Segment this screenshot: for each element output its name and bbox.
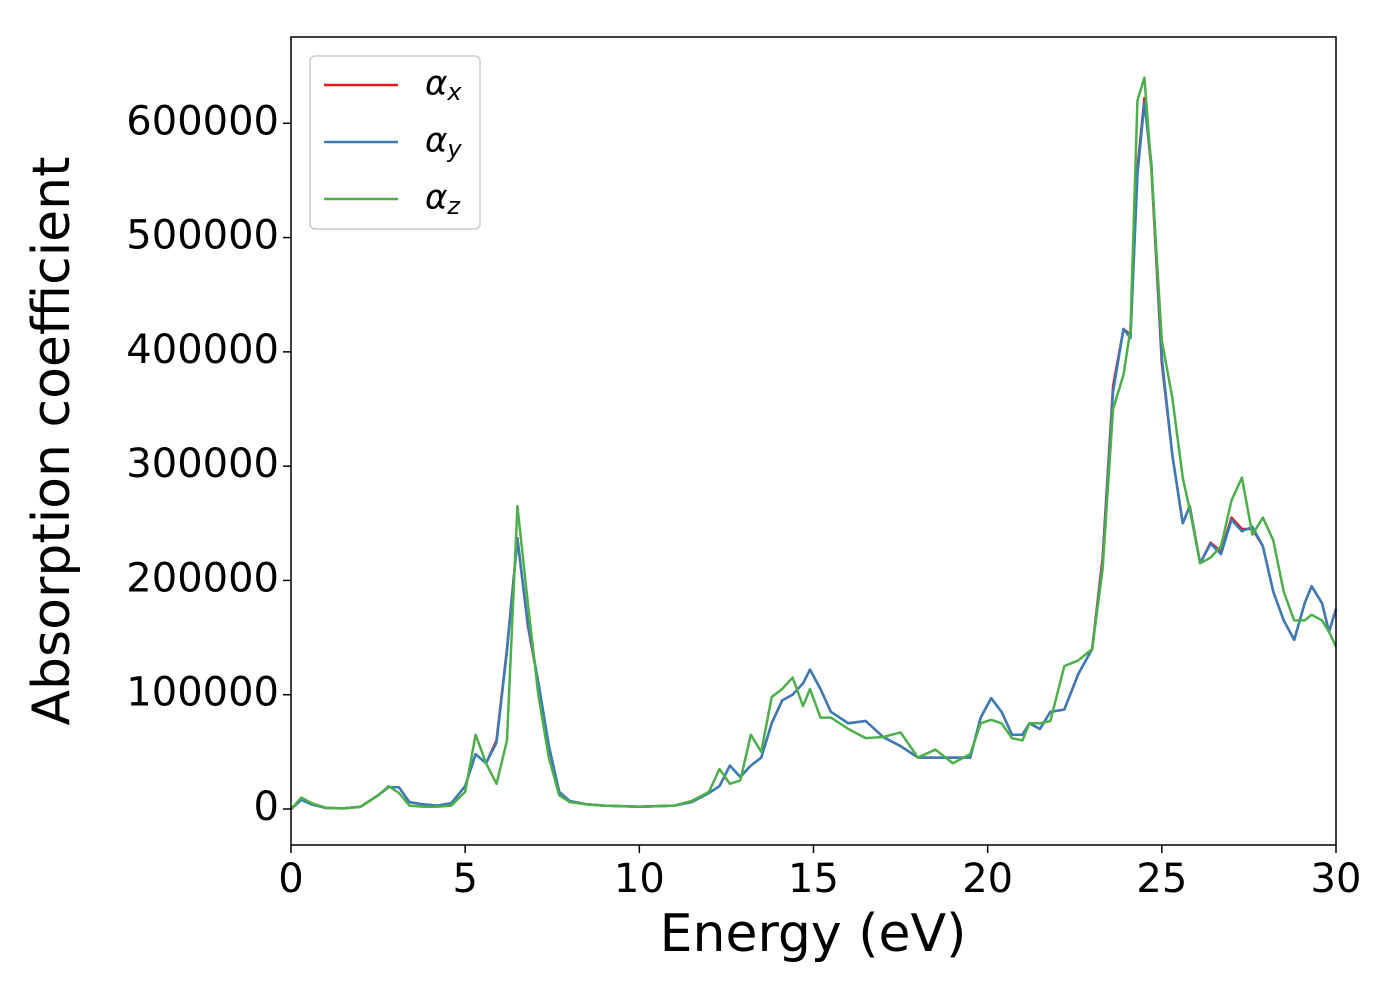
y-tick-label: 100000 (126, 670, 279, 716)
legend-label: αz (425, 178, 461, 221)
y-tick-label: 400000 (126, 327, 279, 373)
x-tick-label: 15 (788, 856, 839, 902)
x-axis-label: Energy (eV) (660, 904, 967, 964)
y-axis-label: Absorption coefficient (22, 156, 82, 725)
x-tick-label: 5 (452, 856, 477, 902)
y-tick-label: 500000 (126, 213, 279, 259)
data-line (290, 76, 1338, 810)
x-tick-label: 20 (962, 856, 1013, 902)
y-tick-label: 200000 (126, 555, 279, 601)
y-tick-label: 600000 (126, 98, 279, 144)
y-tick-label: 0 (254, 784, 279, 830)
x-tick-label: 10 (614, 856, 665, 902)
x-tick-label: 30 (1311, 856, 1362, 902)
plot-frame (290, 36, 1337, 846)
x-tick-label: 0 (278, 856, 303, 902)
y-tick-label: 300000 (126, 441, 279, 487)
x-tick-label: 25 (1136, 856, 1187, 902)
